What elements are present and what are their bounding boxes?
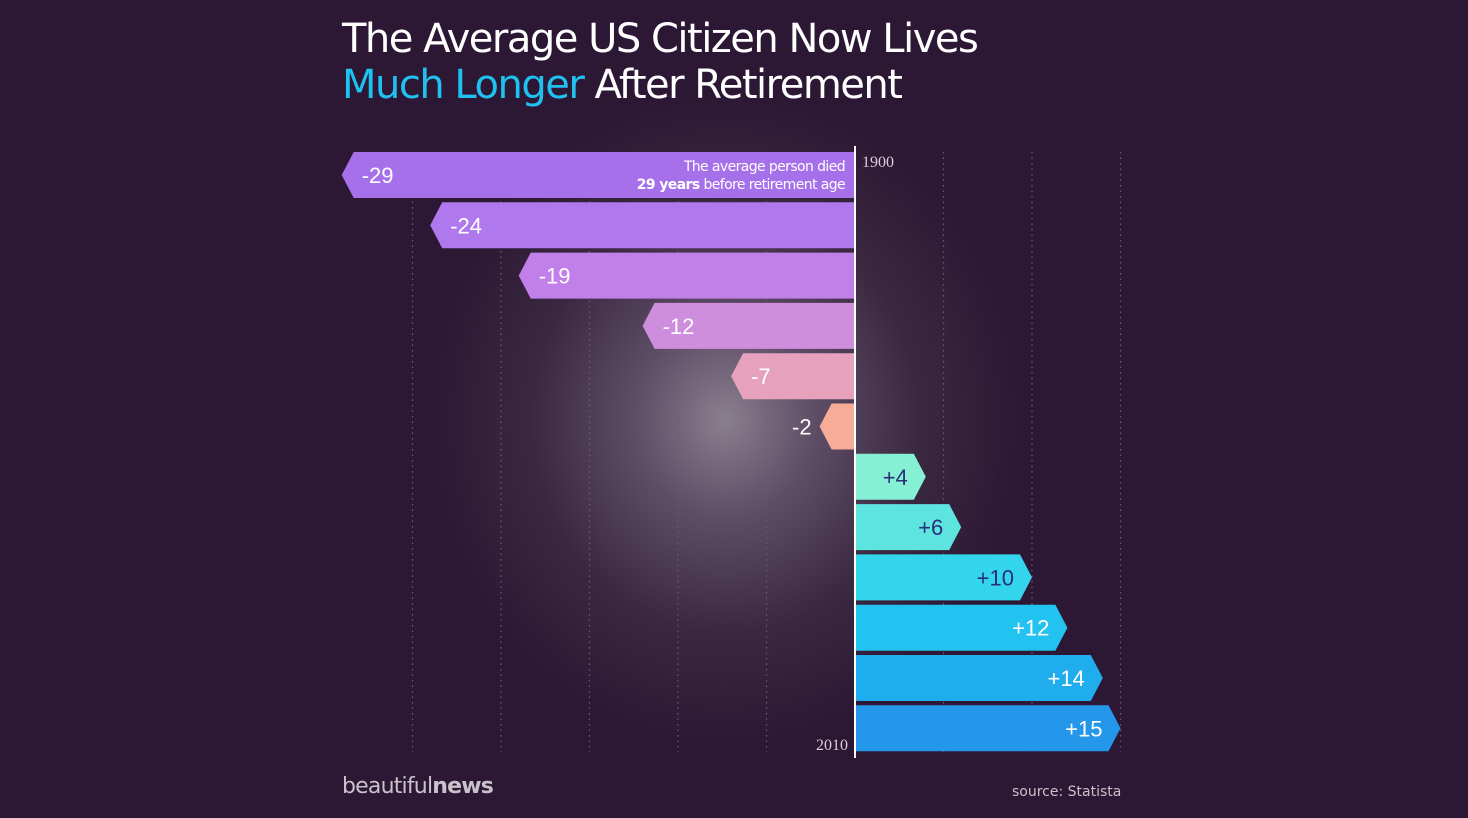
bar xyxy=(430,202,855,249)
bar-value-label: -12 xyxy=(663,314,695,339)
bar xyxy=(856,554,1032,601)
source-note: source: Statista xyxy=(1012,784,1122,800)
bar-value-label: -19 xyxy=(539,264,571,289)
annotation-line-2: 29 years before retirement age xyxy=(637,177,845,193)
title-rest: After Retirement xyxy=(583,62,902,108)
annotation-line-1: The average person died xyxy=(683,159,845,175)
bar-value-label: +15 xyxy=(1065,716,1102,741)
bar-value-label: +14 xyxy=(1047,666,1084,691)
chart-title: The Average US Citizen Now Lives Much Lo… xyxy=(342,16,979,108)
bar xyxy=(819,403,855,450)
bar xyxy=(642,302,855,349)
bar xyxy=(341,152,855,198)
bar-value-label: -24 xyxy=(450,213,482,238)
bar-value-label: +10 xyxy=(977,565,1014,590)
bar xyxy=(856,504,962,551)
bar-value-label: +6 xyxy=(918,515,943,540)
bar xyxy=(856,655,1103,701)
bar xyxy=(856,705,1121,752)
bar xyxy=(518,252,855,299)
bar xyxy=(856,604,1068,651)
bar-value-label: +4 xyxy=(883,465,908,490)
title-line-2: Much Longer After Retirement xyxy=(342,62,977,108)
title-line-1: The Average US Citizen Now Lives xyxy=(342,16,979,62)
brand-logo: beautifulnews xyxy=(342,774,494,799)
bar-value-label: -7 xyxy=(751,364,771,389)
bar-value-label: +12 xyxy=(1012,616,1049,641)
bar-value-label: -2 xyxy=(792,415,812,440)
title-accent: Much Longer xyxy=(342,62,585,108)
bar-value-label: -29 xyxy=(362,163,394,188)
axis-start-label: 1900 xyxy=(862,154,894,171)
bar xyxy=(856,453,926,500)
bar xyxy=(731,353,855,400)
axis-end-label: 2010 xyxy=(816,737,848,754)
